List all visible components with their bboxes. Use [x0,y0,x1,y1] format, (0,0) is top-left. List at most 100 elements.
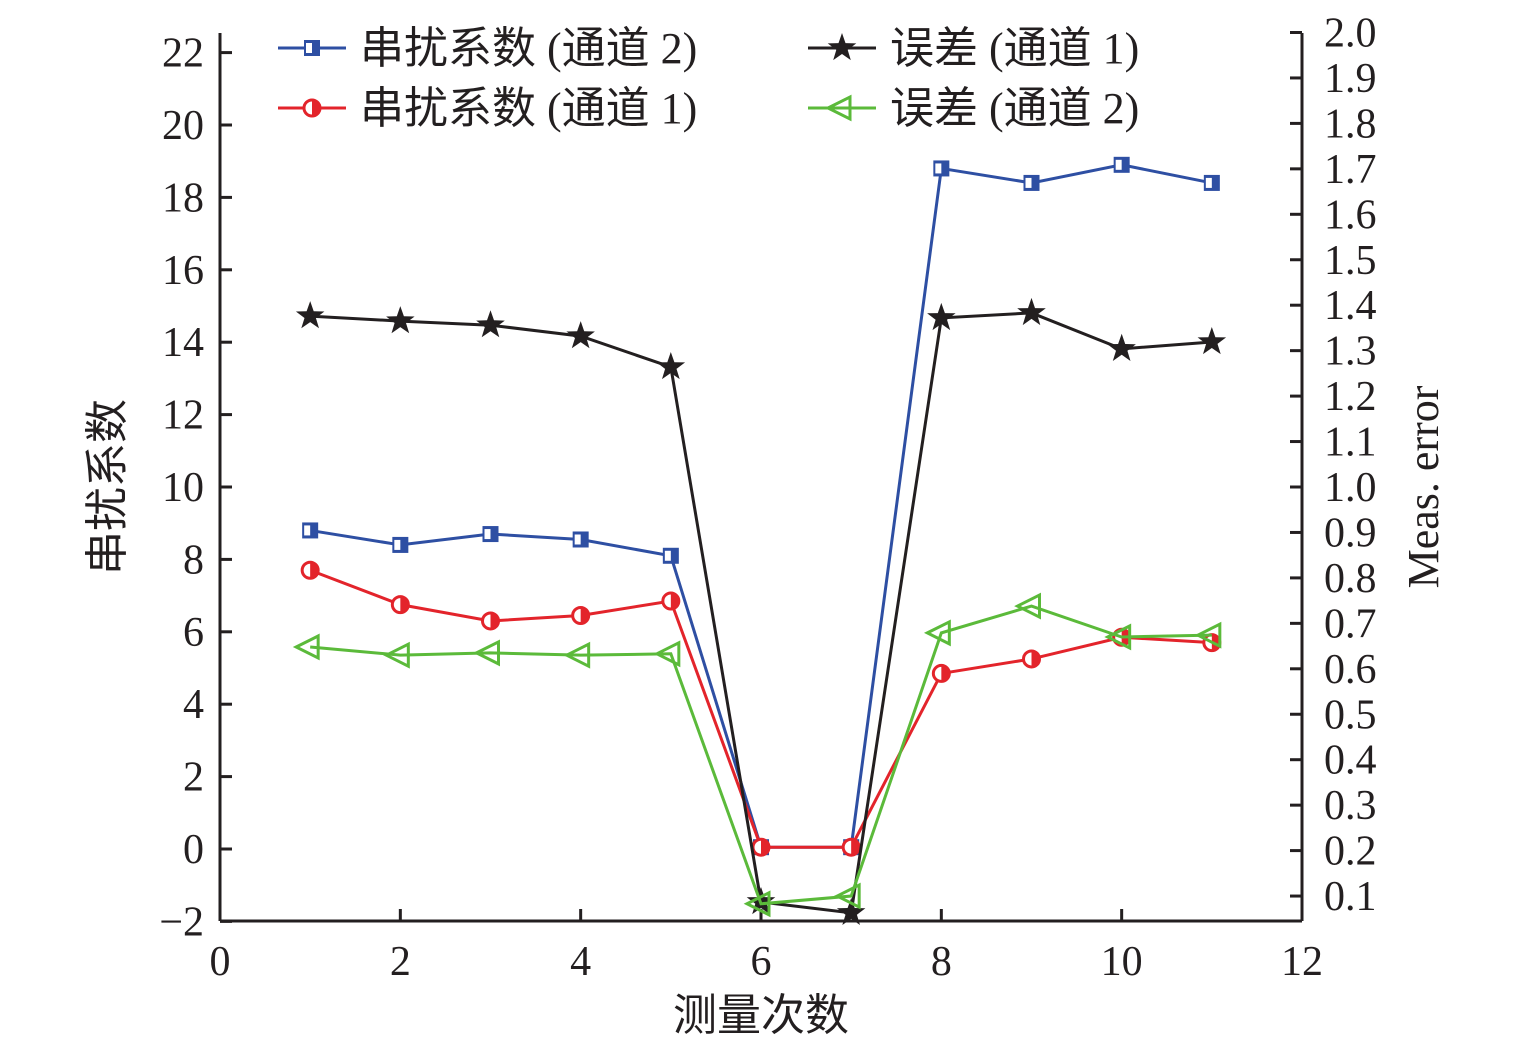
data-point [836,897,866,925]
data-point [295,301,325,329]
series-2 [300,560,1222,857]
square-marker-inner [574,534,581,545]
data-point [476,310,505,338]
series-1 [302,156,1220,856]
data-point [382,641,410,669]
y-right-tick-label: 0.8 [1324,556,1377,602]
triangle-marker [1104,623,1132,651]
triangle-marker [923,619,951,647]
data-point [1017,297,1046,326]
y-left-tick-label: −2 [159,899,204,945]
data-point [743,890,771,918]
data-point [304,40,320,56]
square-marker-inner [304,525,311,536]
y-right-tick-label: 0.2 [1324,829,1377,875]
series-line [310,604,1212,906]
data-point [1194,621,1222,649]
y-right-tick-label: 0.3 [1324,783,1377,829]
legend-label: 串扰系数 (通道 1) [360,84,697,133]
star-marker [1017,297,1046,326]
y-left-tick-label: 2 [183,755,204,801]
data-point [392,536,409,553]
y-right-tick-label: 1.9 [1324,56,1377,102]
legend-label: 误差 (通道 1) [890,24,1139,73]
circle-marker-fill [580,607,589,624]
y-left-tick-label: 4 [183,682,204,728]
x-tick-label: 12 [1281,939,1323,985]
triangle-marker [743,890,771,918]
data-point [563,641,591,669]
y-left-tick-label: 20 [162,103,204,149]
legend: 串扰系数 (通道 2) 串扰系数 (通道 1) 误差 (通道 1) 误差 (通道 2) [278,24,1139,133]
y-right-tick-label: 1.6 [1324,192,1377,238]
y-left-tick-label: 10 [162,465,204,511]
y-right-tick-label: 1.5 [1324,238,1377,284]
legend-label: 串扰系数 (通道 2) [360,24,697,73]
data-point [661,591,681,611]
circle-marker-fill [310,562,319,579]
star-marker [927,302,956,331]
data-point [841,837,861,857]
square-marker-inner [1025,177,1032,188]
triangle-marker [833,882,861,910]
data-point [390,595,410,615]
y-right-tick-label: 1.3 [1324,329,1377,375]
data-point [931,663,951,683]
triangle-marker [563,641,591,669]
circle-marker-fill [490,612,499,629]
data-point [300,560,320,580]
data-point [566,321,595,349]
data-point [824,94,852,122]
y-right-tick-label: 1.0 [1324,465,1377,511]
series-4 [292,592,1222,918]
y-left-tick-label: 0 [183,827,204,873]
y-left-tick-label: 16 [162,248,204,294]
x-tick-label: 0 [210,939,231,985]
series-line [309,568,1212,849]
star-marker [476,310,505,338]
triangle-marker [382,641,410,669]
triangle-marker [1014,592,1041,620]
x-tick-label: 6 [751,939,772,985]
y-right-tick-label: 0.9 [1324,510,1377,556]
square-marker-inner [1205,177,1212,188]
data-point [292,633,320,661]
square-marker-inner [935,163,942,174]
data-point [833,882,861,910]
data-point [927,302,956,331]
data-point [1023,174,1040,191]
star-marker [836,897,866,925]
circle-marker-fill [1031,650,1040,667]
legend-item: 误差 (通道 1) [808,24,1139,73]
x-tick-label: 8 [931,939,952,985]
data-point [302,522,319,539]
y-right-tick-label: 2.0 [1324,11,1377,57]
data-point [1014,592,1041,620]
y-left-tick-label: 14 [162,320,204,366]
y-right-tick-label: 0.6 [1324,647,1377,693]
y-right-tick-label: 1.2 [1324,374,1377,420]
triangle-marker [1194,621,1222,649]
y-left-tick-label: 18 [162,175,204,221]
star-marker [656,352,686,380]
data-point [302,98,322,118]
legend-item: 串扰系数 (通道 1) [278,84,697,133]
star-marker [566,321,595,349]
circle-marker-fill [851,839,860,856]
y-right-tick-label: 1.7 [1324,147,1377,193]
data-point [653,640,681,668]
square-marker-inner [664,550,671,561]
star-marker [295,301,325,329]
square-marker-inner [484,529,491,540]
square-marker-inner [306,43,312,53]
y-axis-left-label: 串扰系数 [83,399,132,575]
axes: 0 2 4 6 8 10 12−202468101214161820220.10.20.30… [159,11,1376,986]
x-tick-label: 10 [1101,939,1143,985]
data-point [572,531,589,548]
y-right-tick-label: 1.1 [1324,420,1377,466]
y-right-tick-label: 1.8 [1324,101,1377,147]
y-left-tick-label: 12 [162,393,204,439]
data-point [1197,327,1227,355]
data-point [751,837,771,857]
